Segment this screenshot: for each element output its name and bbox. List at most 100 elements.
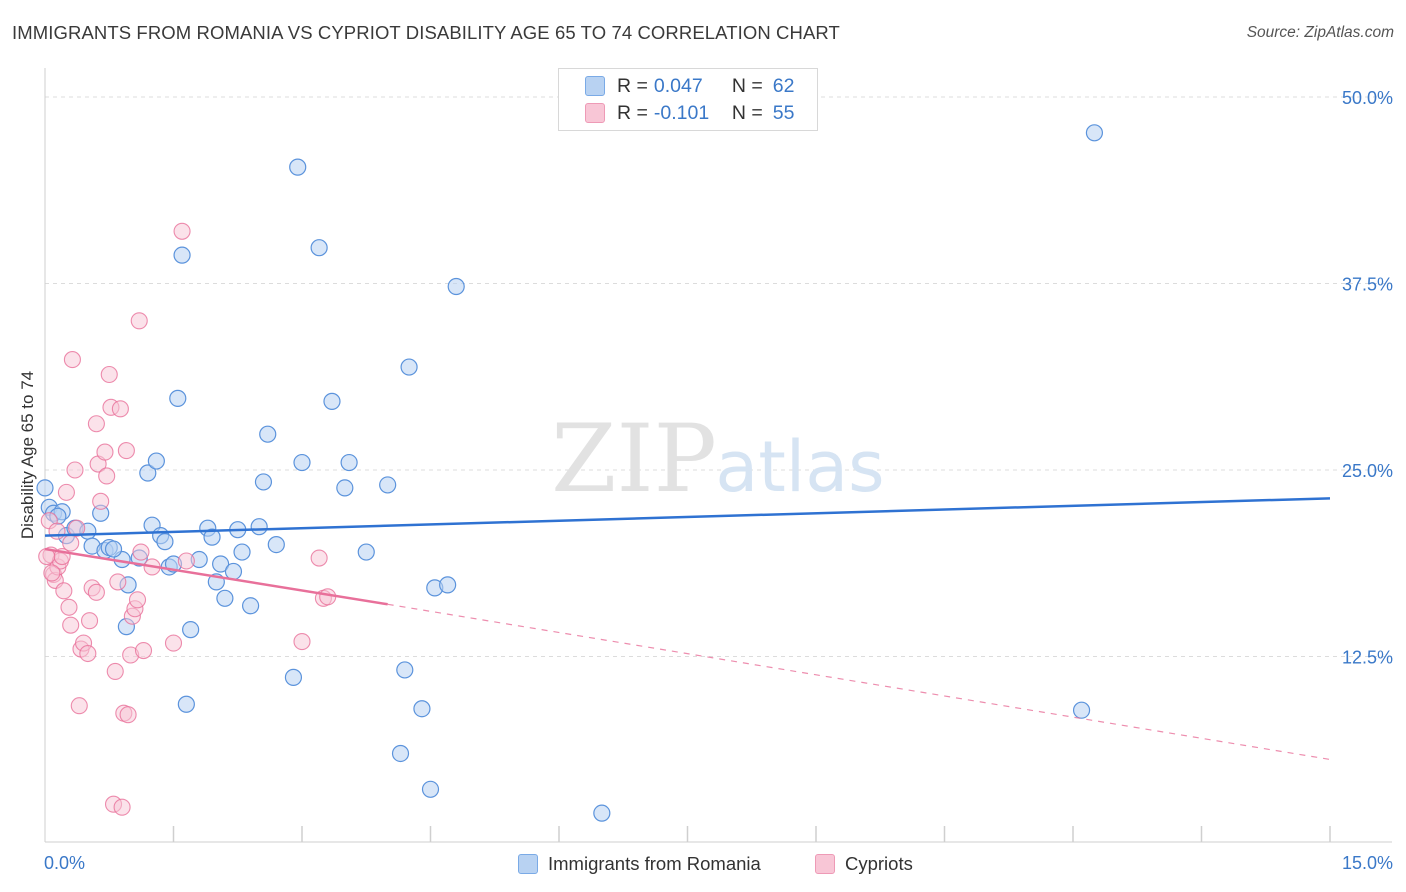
data-point-romania (293, 453, 311, 472)
data-point-cypriots (100, 365, 118, 384)
data-point-romania (447, 277, 465, 296)
tick-labels: 12.5% 25.0% 37.5% 50.0% 0.0% 15.0% (44, 88, 1393, 873)
y-tick-label: 12.5% (1342, 648, 1393, 668)
data-point-romania (357, 543, 375, 561)
trend-lines (44, 497, 1331, 761)
data-point-romania (1085, 124, 1104, 142)
data-point-romania (156, 533, 174, 551)
data-point-cypriots (113, 798, 131, 816)
legend-r-label: R = (617, 101, 648, 124)
watermark-atlas: atlas (715, 426, 884, 508)
data-point-romania (1072, 701, 1091, 719)
data-point-cypriots (79, 644, 97, 663)
data-point-romania (182, 621, 200, 639)
data-point-cypriots (62, 534, 80, 552)
data-point-cypriots (132, 543, 150, 561)
series-cypriots (38, 222, 337, 816)
y-tick-label: 25.0% (1342, 461, 1393, 481)
data-point-romania (391, 744, 410, 763)
chart-title: IMMIGRANTS FROM ROMANIA VS CYPRIOT DISAB… (12, 22, 840, 43)
data-point-romania (259, 425, 277, 443)
data-point-cypriots (164, 634, 183, 652)
data-point-romania (139, 464, 157, 482)
data-point-cypriots (130, 312, 148, 330)
data-point-cypriots (98, 467, 116, 485)
data-point-romania (104, 540, 123, 558)
data-point-cypriots (62, 616, 80, 634)
data-point-cypriots (43, 564, 61, 582)
data-point-romania (254, 473, 273, 491)
trend-line-romania (44, 497, 1331, 537)
data-point-romania (169, 389, 187, 407)
data-point-cypriots (319, 588, 337, 606)
source-label: Source: ZipAtlas.com (1246, 24, 1394, 41)
watermark-zip: ZIP (551, 405, 717, 514)
watermark: ZIP atlas (551, 405, 884, 514)
data-point-cypriots (111, 400, 129, 418)
data-point-romania (396, 661, 414, 679)
data-point-romania (336, 479, 354, 497)
data-point-cypriots (87, 415, 105, 433)
data-point-romania (323, 392, 341, 410)
data-point-cypriots (173, 222, 191, 240)
legend-n-label: N = (731, 101, 763, 124)
data-point-cypriots (310, 549, 328, 567)
legend-row-romania: R = 0.047 N = 62 (585, 73, 794, 99)
y-tick-label: 37.5% (1342, 275, 1393, 295)
x-tick-label: 15.0% (1342, 853, 1393, 873)
legend-swatch-cypriots (585, 103, 605, 123)
trend-extension-cypriots (387, 603, 1331, 761)
grid-lines (45, 96, 1392, 657)
legend-n-label: N = (731, 74, 763, 97)
data-point-romania (439, 576, 457, 594)
data-point-cypriots (117, 442, 135, 460)
x-tick-label: 0.0% (44, 853, 85, 873)
bottom-legend-romania: Immigrants from Romania (518, 852, 761, 876)
bottom-legend-label-cypriots: Cypriots (845, 853, 913, 874)
data-point-cypriots (80, 612, 99, 630)
data-point-cypriots (87, 583, 105, 601)
bottom-legend-label-romania: Immigrants from Romania (548, 853, 761, 874)
data-point-cypriots (106, 662, 124, 680)
trend-line-cypriots (44, 547, 388, 606)
y-tick-label: 50.0% (1342, 88, 1393, 108)
bottom-legend-cypriots: Cypriots (815, 852, 913, 876)
data-point-romania (36, 479, 54, 497)
legend-n-value: 62 (772, 74, 795, 97)
data-point-cypriots (60, 598, 78, 616)
legend-r-value: -0.101 (653, 101, 710, 124)
data-point-romania (212, 555, 230, 573)
data-point-cypriots (57, 483, 75, 501)
data-point-romania (413, 700, 431, 718)
data-point-cypriots (109, 573, 127, 591)
data-point-romania (233, 543, 251, 561)
axes (44, 68, 1392, 843)
data-point-romania (173, 246, 191, 264)
bottom-legend-swatch-romania (518, 854, 538, 874)
data-point-romania (224, 562, 243, 581)
data-point-romania (177, 695, 195, 713)
data-point-romania (203, 528, 221, 546)
data-point-cypriots (55, 582, 73, 600)
legend-r-value: 0.047 (653, 74, 703, 97)
data-point-cypriots (66, 461, 84, 479)
data-point-romania (310, 239, 328, 257)
data-point-romania (400, 358, 418, 376)
data-point-cypriots (96, 443, 114, 461)
data-point-romania (340, 453, 358, 472)
data-point-romania (379, 476, 397, 494)
series-romania (36, 124, 1104, 822)
data-point-romania (242, 597, 260, 615)
correlation-legend: R = 0.047 N = 62 R = -0.101 N = 55 (558, 68, 818, 131)
data-point-cypriots (119, 706, 137, 724)
data-point-cypriots (92, 492, 110, 510)
data-point-romania (147, 452, 165, 470)
data-point-romania (421, 780, 440, 798)
bottom-legend-swatch-cypriots (815, 854, 835, 874)
data-point-cypriots (293, 633, 311, 651)
data-point-cypriots (128, 591, 147, 609)
data-point-romania (267, 535, 285, 554)
legend-swatch-romania (585, 76, 605, 96)
legend-n-value: 55 (772, 101, 795, 124)
